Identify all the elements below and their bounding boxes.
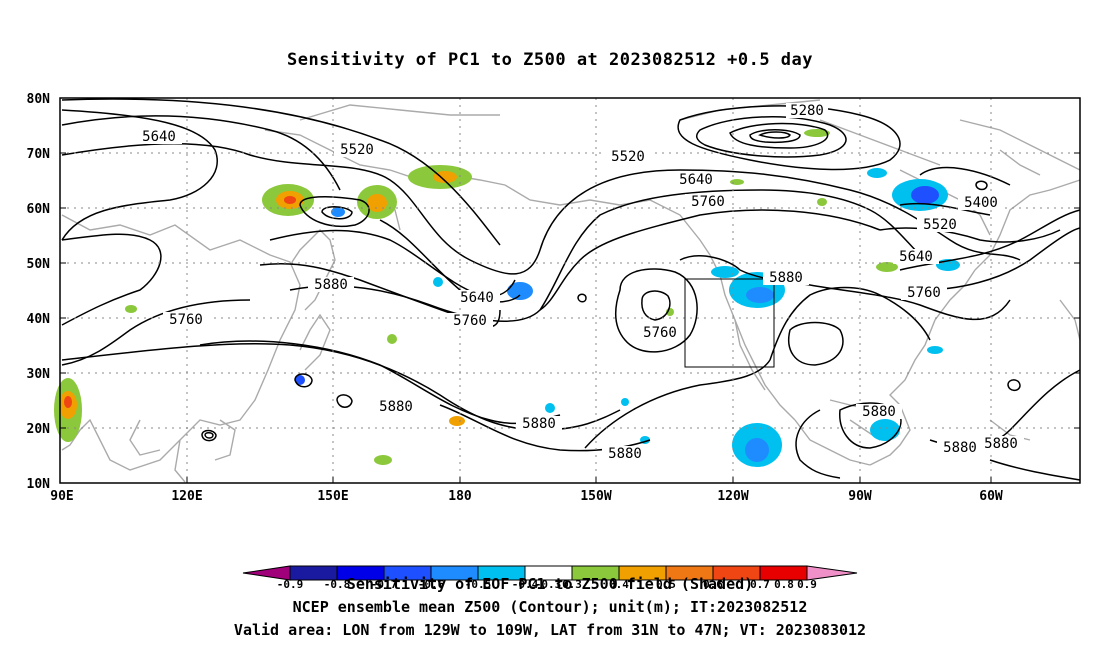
contour-label: 5400 [964, 195, 998, 211]
lon-label: 150E [317, 489, 348, 504]
lon-label: 150W [580, 489, 611, 504]
colorbar-tick-label: 0.6 [703, 578, 723, 591]
contour-label: 5880 [379, 399, 413, 415]
colorbar-tick-label: -0.8 [324, 578, 351, 591]
contour-label: 5880 [943, 440, 977, 456]
footer-valid-area: Valid area: LON from 129W to 109W, LAT f… [233, 621, 867, 639]
lon-label: 90E [50, 489, 73, 504]
contour-label: 5760 [907, 285, 941, 301]
contour-label: 5640 [899, 249, 933, 265]
contour-label: 5880 [769, 270, 803, 286]
lon-label: 120E [171, 489, 202, 504]
lon-label: 60W [979, 489, 1003, 504]
colorbar-tick-label: -0.6 [418, 578, 445, 591]
colorbar-tick-label: 0.5 [656, 578, 676, 591]
contour-label: 5760 [453, 313, 487, 329]
lon-label: 120W [717, 489, 748, 504]
colorbar-tick-label: -0.4 [512, 578, 539, 591]
shaded-sensitivity [54, 129, 960, 467]
lat-label: 50N [27, 257, 51, 272]
footer-contour-description: NCEP ensemble mean Z500 (Contour); unit(… [292, 598, 808, 616]
colorbar-tick-label: 0.8 [774, 578, 794, 591]
lat-label: 80N [27, 92, 51, 107]
contour-label: 5280 [790, 103, 824, 119]
lon-labels: 90E 120E 150E 180 150W 120W 90W 60W [50, 489, 1003, 504]
contour-label: 5640 [460, 290, 494, 306]
colorbar-right-arrow [806, 565, 858, 581]
contour-label: 5520 [611, 149, 645, 165]
contour-label: 5640 [142, 129, 176, 145]
colorbar-tick-label: -0.5 [465, 578, 492, 591]
colorbar-tick-label: -0.7 [371, 578, 398, 591]
contour-label: 5880 [608, 446, 642, 462]
valid-area-box [684, 278, 775, 368]
lat-label: 10N [27, 477, 51, 492]
map-title: Sensitivity of PC1 to Z500 at 2023082512… [286, 50, 813, 70]
colorbar-tick-label: -0.9 [277, 578, 304, 591]
contour-label: 5760 [169, 312, 203, 328]
contour-label: 5640 [679, 172, 713, 188]
colorbar-tick-label: 0.9 [797, 578, 817, 591]
contour-label: 5520 [923, 217, 957, 233]
colorbar-tick-label: -0.3 [535, 578, 562, 591]
contour-label: 5880 [522, 416, 556, 432]
contour-labels: 5280 5520 5520 5520 5640 5640 5640 5640 … [136, 103, 1024, 462]
contour-label: 5520 [340, 142, 374, 158]
colorbar-tick-label: 0.7 [750, 578, 770, 591]
colorbar-tick-label: 0.3 [562, 578, 582, 591]
map-grid [60, 98, 1080, 483]
colorbar-tick-label: 0.4 [609, 578, 629, 591]
lat-label: 20N [27, 422, 51, 437]
lat-label: 30N [27, 367, 51, 382]
contour-label: 5880 [862, 404, 896, 420]
contour-label: 5880 [314, 277, 348, 293]
map-frame [59, 97, 1081, 484]
lat-label: 70N [27, 147, 51, 162]
lat-label: 60N [27, 202, 51, 217]
contour-label: 5880 [984, 436, 1018, 452]
contour-label: 5760 [691, 194, 725, 210]
lon-label: 180 [448, 489, 472, 504]
lon-label: 90W [848, 489, 872, 504]
axis-ticks [60, 97, 1080, 483]
contour-label: 5760 [643, 325, 677, 341]
footer-shaded-description: Sensitivity of EOF PC1 to Z500 field (Sh… [346, 575, 754, 593]
colorbar: -0.9 -0.8 -0.7 -0.6 -0.5 -0.4 -0.3 0.3 0… [242, 565, 858, 591]
lat-labels: 80N 70N 60N 50N 40N 30N 20N 10N [27, 92, 51, 492]
lat-label: 40N [27, 312, 51, 327]
